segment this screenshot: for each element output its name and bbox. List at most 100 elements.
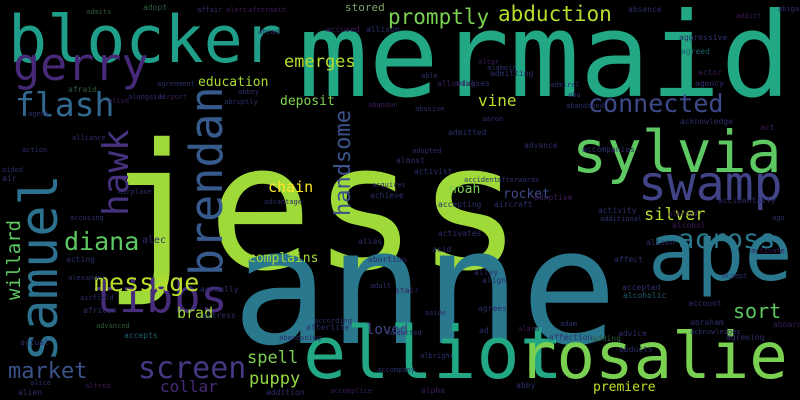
word: airport	[158, 93, 188, 101]
word: tibbs	[92, 270, 227, 323]
word: accusing	[70, 214, 104, 222]
word: alive	[108, 97, 129, 105]
word: stair	[395, 286, 419, 295]
word: alice	[30, 379, 51, 387]
word: adoptive	[534, 193, 573, 202]
word: accomplice	[330, 387, 372, 395]
word: allowing	[437, 79, 476, 88]
word: adding	[592, 334, 621, 343]
word: acting	[66, 255, 95, 264]
word: anne	[232, 194, 617, 381]
word: action	[22, 146, 47, 154]
word: deposit	[280, 94, 335, 109]
word: ape	[648, 206, 793, 299]
word: sylvia	[572, 118, 782, 186]
word: agreeing	[726, 333, 765, 342]
word: accidentally	[718, 196, 776, 205]
word: flash	[15, 85, 114, 124]
word: actress	[202, 311, 236, 320]
word: diana	[64, 227, 139, 256]
word: ago	[772, 214, 785, 222]
word: elliot	[303, 311, 563, 395]
word: handsome	[331, 110, 356, 216]
word: abby	[516, 381, 535, 390]
word: according	[314, 317, 352, 325]
word: afterwards	[497, 176, 539, 184]
word: abandon	[368, 101, 398, 109]
word: alley	[474, 268, 498, 277]
word: market	[8, 359, 87, 384]
word: noah	[449, 182, 480, 197]
word: advantage	[264, 198, 302, 206]
word: allison	[366, 25, 400, 34]
word: aftermath	[248, 6, 286, 14]
word: complains	[248, 251, 318, 266]
word: align	[482, 276, 506, 285]
word: air	[2, 174, 17, 183]
word: alien	[18, 388, 42, 397]
word: alpha	[421, 386, 445, 395]
word: vine	[478, 91, 517, 110]
word: albright	[420, 352, 454, 360]
word: emerges	[284, 52, 356, 72]
word: agreement	[157, 80, 195, 88]
word: rosalie	[518, 320, 788, 394]
word: alias	[358, 237, 382, 246]
word: actual	[20, 338, 49, 347]
word: abandoned	[566, 102, 604, 110]
word: abigail	[778, 5, 800, 13]
word: samuel	[10, 174, 70, 362]
word: advice	[618, 329, 647, 338]
word: alarm	[518, 325, 539, 333]
word: act	[760, 123, 775, 132]
word: blocker	[8, 3, 282, 78]
word: rocket	[503, 187, 550, 202]
word: activate	[751, 247, 785, 255]
word: activates	[438, 229, 482, 238]
word: accompany	[377, 366, 415, 374]
word: alcoholic	[623, 291, 667, 300]
word: promptly	[388, 5, 489, 29]
word: abduction	[498, 2, 612, 26]
word: acknowledge	[680, 117, 733, 126]
word: admiral	[550, 81, 580, 89]
word: african	[83, 306, 117, 315]
word: adopted	[412, 147, 442, 155]
word: brad	[177, 304, 213, 322]
word: agreed	[681, 47, 710, 56]
word: acquires	[372, 181, 406, 189]
word: spell	[247, 348, 298, 368]
word: ad	[479, 326, 489, 335]
word: alcohol	[672, 221, 706, 230]
word: agent	[28, 110, 49, 118]
word: puppy	[249, 369, 300, 389]
word: afraid	[68, 85, 97, 94]
word: almost	[396, 156, 425, 165]
word: advanced	[96, 322, 130, 330]
word: agency	[695, 79, 724, 88]
word: stored	[345, 1, 385, 14]
word: across	[678, 224, 776, 255]
word: gerry	[13, 38, 148, 91]
word: abraham	[690, 318, 724, 327]
word: aboard	[773, 320, 800, 329]
word: alfred	[85, 382, 110, 390]
word: accepting	[438, 200, 482, 209]
word: alexander	[68, 274, 106, 282]
word: abortion	[368, 255, 407, 264]
word: mermaid	[298, 0, 791, 124]
word: education	[198, 75, 268, 90]
word: agrees	[478, 304, 507, 313]
word: actually	[200, 285, 239, 294]
word: affair	[197, 6, 222, 14]
word: aggressive	[679, 33, 727, 42]
word: hawk	[96, 129, 137, 216]
word: abruptly	[224, 98, 258, 106]
word: chain	[268, 178, 313, 196]
word: alongside	[128, 93, 166, 101]
word: abusive	[415, 105, 445, 113]
word: altar	[478, 58, 499, 66]
word: alerted	[668, 210, 698, 218]
word: alec	[142, 235, 166, 246]
